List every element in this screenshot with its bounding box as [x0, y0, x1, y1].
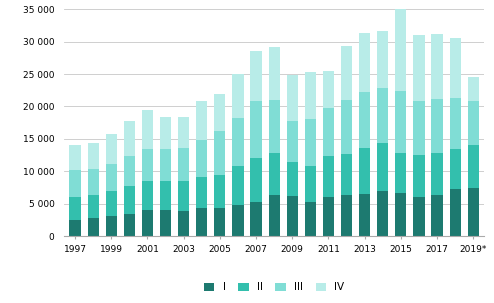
Bar: [450, 189, 461, 236]
Bar: [450, 38, 461, 98]
Bar: [124, 121, 135, 156]
Bar: [323, 72, 334, 108]
Bar: [87, 143, 99, 169]
Bar: [269, 195, 280, 236]
Bar: [359, 33, 370, 92]
Bar: [305, 202, 316, 236]
Bar: [124, 156, 135, 186]
Bar: [214, 94, 225, 131]
Bar: [142, 181, 153, 210]
Bar: [106, 164, 117, 191]
Bar: [287, 75, 298, 121]
Bar: [377, 144, 388, 191]
Bar: [431, 99, 443, 153]
Bar: [250, 51, 262, 101]
Bar: [232, 205, 244, 236]
Bar: [178, 211, 189, 236]
Bar: [305, 119, 316, 166]
Bar: [250, 202, 262, 236]
Bar: [323, 108, 334, 156]
Bar: [468, 188, 479, 236]
Bar: [269, 47, 280, 100]
Bar: [196, 140, 207, 177]
Bar: [341, 154, 352, 195]
Bar: [468, 101, 479, 145]
Bar: [431, 195, 443, 236]
Bar: [214, 208, 225, 236]
Bar: [160, 181, 171, 210]
Bar: [413, 197, 424, 236]
Bar: [160, 117, 171, 149]
Bar: [106, 135, 117, 164]
Bar: [341, 100, 352, 154]
Bar: [377, 31, 388, 88]
Bar: [450, 149, 461, 189]
Bar: [395, 153, 407, 194]
Bar: [178, 148, 189, 181]
Bar: [468, 77, 479, 101]
Bar: [87, 195, 99, 218]
Bar: [70, 145, 81, 170]
Bar: [196, 208, 207, 236]
Bar: [160, 210, 171, 236]
Bar: [323, 156, 334, 197]
Bar: [250, 158, 262, 202]
Bar: [413, 155, 424, 197]
Bar: [196, 101, 207, 140]
Bar: [87, 218, 99, 236]
Bar: [232, 74, 244, 118]
Bar: [468, 145, 479, 188]
Bar: [232, 166, 244, 205]
Bar: [359, 194, 370, 236]
Bar: [431, 153, 443, 195]
Bar: [341, 46, 352, 100]
Bar: [106, 215, 117, 236]
Bar: [269, 100, 280, 153]
Bar: [214, 175, 225, 208]
Bar: [106, 191, 117, 215]
Bar: [214, 131, 225, 175]
Bar: [124, 186, 135, 214]
Bar: [413, 35, 424, 101]
Legend: I, II, III, IV: I, II, III, IV: [204, 282, 344, 292]
Bar: [377, 191, 388, 236]
Bar: [70, 197, 81, 220]
Bar: [178, 181, 189, 211]
Bar: [124, 214, 135, 236]
Bar: [305, 72, 316, 119]
Bar: [287, 196, 298, 236]
Bar: [431, 35, 443, 99]
Bar: [232, 118, 244, 166]
Bar: [413, 101, 424, 155]
Bar: [359, 148, 370, 194]
Bar: [359, 92, 370, 148]
Bar: [287, 121, 298, 162]
Bar: [305, 166, 316, 202]
Bar: [395, 8, 407, 91]
Bar: [450, 98, 461, 149]
Bar: [341, 195, 352, 236]
Bar: [377, 88, 388, 144]
Bar: [70, 170, 81, 197]
Bar: [269, 153, 280, 195]
Bar: [287, 162, 298, 196]
Bar: [395, 194, 407, 236]
Bar: [323, 197, 334, 236]
Bar: [142, 149, 153, 181]
Bar: [142, 210, 153, 236]
Bar: [142, 110, 153, 149]
Bar: [70, 220, 81, 236]
Bar: [395, 91, 407, 153]
Bar: [178, 117, 189, 148]
Bar: [87, 169, 99, 195]
Bar: [250, 101, 262, 158]
Bar: [196, 177, 207, 208]
Bar: [160, 149, 171, 181]
